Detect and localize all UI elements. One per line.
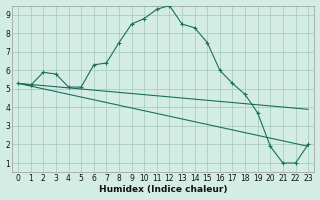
- X-axis label: Humidex (Indice chaleur): Humidex (Indice chaleur): [99, 185, 228, 194]
